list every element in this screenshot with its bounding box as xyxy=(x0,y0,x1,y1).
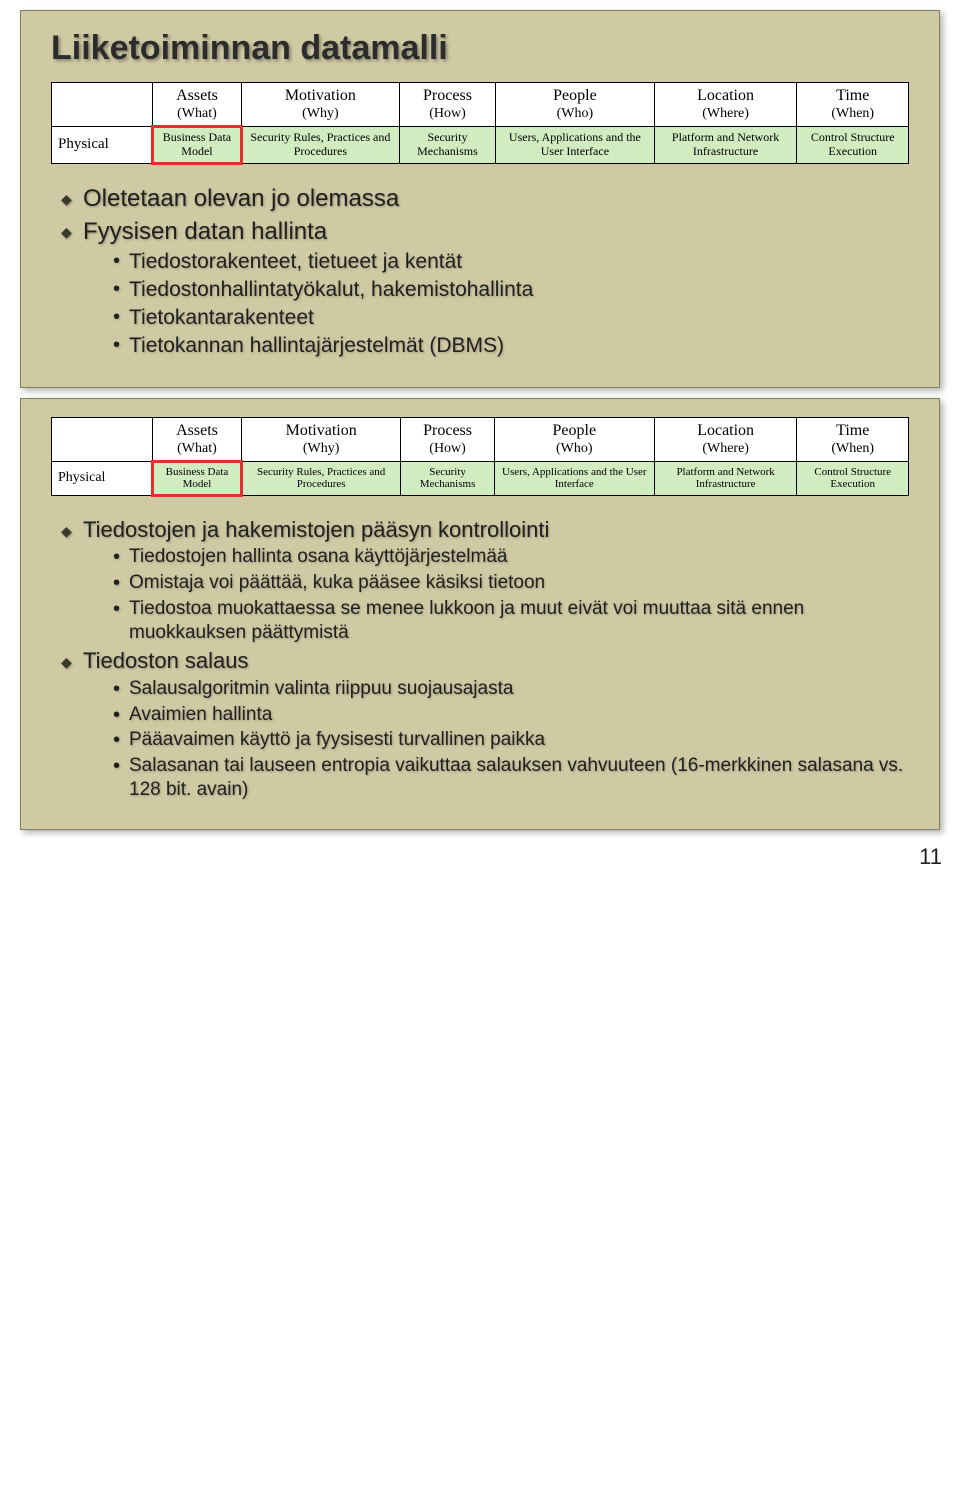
cell-text: Business Data Model xyxy=(163,130,231,158)
col-header: People xyxy=(553,422,597,439)
bullet-text: Fyysisen datan hallinta xyxy=(83,218,327,245)
col-header: People xyxy=(553,87,597,104)
sub-bullet-item: Salasanan tai lauseen entropia vaikuttaa… xyxy=(113,754,909,802)
zachman-table-1: Assets (What) Motivation (Why) Process (How… xyxy=(51,82,909,164)
bullet-text: Tiedoston salaus xyxy=(83,648,249,673)
sub-bullet-item: Tiedostorakenteet, tietueet ja kentät xyxy=(113,249,909,275)
col-header: Time xyxy=(836,422,869,439)
col-header: Location xyxy=(697,87,754,104)
col-subheader: (Who) xyxy=(556,441,593,456)
bullet-item: Tiedostojen ja hakemistojen pääsyn kontr… xyxy=(57,516,909,645)
col-subheader: (Where) xyxy=(702,106,749,121)
bullet-text: Tiedostojen ja hakemistojen pääsyn kontr… xyxy=(83,517,549,542)
sub-bullet-item: Salausalgoritmin valinta riippuu suojaus… xyxy=(113,677,909,701)
cell-business-data-model: Business Data Model xyxy=(153,461,242,495)
col-subheader: (Who) xyxy=(557,106,594,121)
col-header: Assets xyxy=(176,87,218,104)
page-number: 11 xyxy=(0,840,960,880)
sub-bullet-item: Tiedostonhallintatyökalut, hakemistohall… xyxy=(113,277,909,303)
sub-bullet-item: Tiedostojen hallinta osana käyttöjärjest… xyxy=(113,545,909,569)
bullet-list-2: Tiedostojen ja hakemistojen pääsyn kontr… xyxy=(51,516,909,802)
header-blank xyxy=(52,83,153,127)
col-subheader: (How) xyxy=(429,106,466,121)
row-label: Physical xyxy=(52,461,153,495)
col-header: Process xyxy=(423,422,472,439)
col-subheader: (When) xyxy=(831,441,874,456)
slide-title: Liiketoiminnan datamalli xyxy=(51,29,909,68)
col-header: Time xyxy=(836,87,869,104)
cell: Security Mechanisms xyxy=(401,461,494,495)
zachman-table-2: Assets (What) Motivation (Why) Process (How… xyxy=(51,417,909,496)
cell: Control Structure Execution xyxy=(797,461,909,495)
col-header: Motivation xyxy=(285,87,356,104)
table-header-row: Assets (What) Motivation (Why) Process (How… xyxy=(52,417,909,461)
cell: Users, Applications and the User Interfa… xyxy=(496,127,655,164)
slide-2: Assets (What) Motivation (Why) Process (How… xyxy=(20,398,940,830)
col-subheader: (When) xyxy=(831,106,874,121)
cell: Platform and Network Infrastructure xyxy=(654,127,797,164)
sub-bullet-item: Avaimien hallinta xyxy=(113,703,909,727)
col-header: Location xyxy=(697,422,754,439)
sub-bullet-list: Salausalgoritmin valinta riippuu suojaus… xyxy=(83,677,909,802)
header-blank xyxy=(52,417,153,461)
col-subheader: (How) xyxy=(429,441,466,456)
col-header: Motivation xyxy=(286,422,357,439)
row-label: Physical xyxy=(52,127,153,164)
cell-text: Business Data Model xyxy=(166,466,229,491)
sub-bullet-item: Tietokannan hallintajärjestelmät (DBMS) xyxy=(113,333,909,359)
table-data-row: Physical Business Data Model Security Ru… xyxy=(52,127,909,164)
col-subheader: (Where) xyxy=(702,441,749,456)
sub-bullet-item: Pääavaimen käyttö ja fyysisesti turvalli… xyxy=(113,728,909,752)
col-header: Assets xyxy=(176,422,218,439)
bullet-text: Oletetaan olevan jo olemassa xyxy=(83,185,399,212)
bullet-item: Oletetaan olevan jo olemassa xyxy=(57,184,909,214)
col-subheader: (Why) xyxy=(303,441,340,456)
bullet-item: Tiedoston salaus Salausalgoritmin valint… xyxy=(57,647,909,801)
cell: Users, Applications and the User Interfa… xyxy=(494,461,654,495)
cell-business-data-model: Business Data Model xyxy=(153,127,242,164)
cell: Security Rules, Practices and Procedures xyxy=(241,461,400,495)
sub-bullet-item: Tietokantarakenteet xyxy=(113,305,909,331)
cell: Security Mechanisms xyxy=(399,127,495,164)
col-header: Process xyxy=(423,87,472,104)
col-subheader: (Why) xyxy=(302,106,339,121)
bullet-item: Fyysisen datan hallinta Tiedostorakentee… xyxy=(57,217,909,360)
cell: Control Structure Execution xyxy=(797,127,909,164)
cell: Security Rules, Practices and Procedures xyxy=(241,127,399,164)
sub-bullet-list: Tiedostojen hallinta osana käyttöjärjest… xyxy=(83,545,909,644)
table-header-row: Assets (What) Motivation (Why) Process (How… xyxy=(52,83,909,127)
col-subheader: (What) xyxy=(177,441,217,456)
bullet-list-1: Oletetaan olevan jo olemassa Fyysisen da… xyxy=(51,184,909,360)
cell: Platform and Network Infrastructure xyxy=(654,461,797,495)
sub-bullet-item: Omistaja voi päättää, kuka pääsee käsiks… xyxy=(113,571,909,595)
table-data-row: Physical Business Data Model Security Ru… xyxy=(52,461,909,495)
slide-1: Liiketoiminnan datamalli Assets (What) Mo… xyxy=(20,10,940,388)
sub-bullet-list: Tiedostorakenteet, tietueet ja kentät Ti… xyxy=(83,249,909,360)
sub-bullet-item: Tiedostoa muokattaessa se menee lukkoon … xyxy=(113,597,909,645)
col-subheader: (What) xyxy=(177,106,217,121)
